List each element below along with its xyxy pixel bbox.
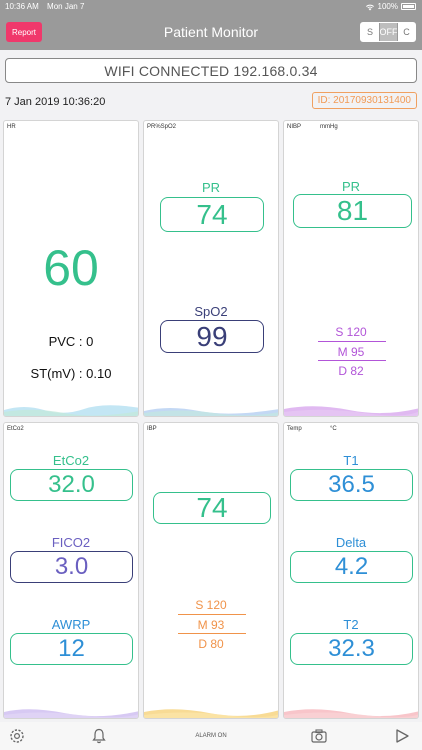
segment-off[interactable]: OFF [379, 23, 398, 41]
battery-icon [401, 3, 416, 10]
nibp-panel[interactable]: NIBP mmHg PR 81 S 120 M 95 D 82 [283, 120, 419, 417]
etco2-value: 32.0 [48, 471, 95, 498]
status-time-date: 10:36 AM Mon Jan 7 [5, 2, 84, 11]
hr-wave-graphic [4, 405, 138, 416]
spo2-panel[interactable]: PR%SpO2 PR 74 SpO2 99 [143, 120, 279, 417]
connection-status: WIFI CONNECTED 192.168.0.34 [5, 58, 417, 83]
temp-panel[interactable]: Temp °C T1 36.5 Delta 4.2 T2 32.3 [283, 422, 419, 719]
etco2-label: EtCo2 [52, 453, 90, 468]
battery-percent: 100% [377, 2, 398, 11]
etco2-wave-graphic [4, 709, 138, 718]
spo2-panel-label: PR%SpO2 [147, 124, 177, 130]
fico2-box: 3.0 [10, 551, 133, 583]
st-value: ST(mV) : 0.10 [30, 366, 112, 381]
nibp-pr-box: 81 [293, 194, 412, 228]
mode-segmented-control[interactable]: S OFF C [360, 22, 416, 42]
ibp-systolic: S 120 [195, 598, 227, 612]
ibp-diastolic: D 80 [198, 637, 224, 651]
play-icon[interactable] [393, 727, 411, 745]
t2-label: T2 [343, 617, 359, 632]
nibp-panel-label: NIBP [287, 124, 302, 130]
nibp-divider-1 [318, 341, 386, 342]
t2-box: 32.3 [290, 633, 413, 665]
gear-icon[interactable] [8, 727, 26, 745]
nibp-wave-graphic [284, 406, 418, 416]
camera-icon[interactable] [310, 727, 328, 745]
spo2-pr-box: 74 [160, 197, 264, 232]
t1-value: 36.5 [328, 471, 375, 498]
hr-panel-label: HR [7, 124, 16, 130]
awrp-label: AWRP [51, 617, 91, 632]
page-title: Patient Monitor [163, 24, 259, 40]
t2-value: 32.3 [328, 635, 375, 662]
status-bar: 10:36 AM Mon Jan 7 100% [0, 0, 422, 14]
ibp-panel[interactable]: IBP 74 S 120 M 93 D 80 [143, 422, 279, 719]
nav-bar: Report Patient Monitor S OFF C [0, 14, 422, 50]
fico2-value: 3.0 [54, 553, 89, 580]
nibp-pr-value: 81 [336, 195, 369, 226]
ibp-wave-graphic [144, 709, 278, 718]
temp-wave-graphic [284, 709, 418, 718]
etco2-panel[interactable]: EtCo2 EtCo2 32.0 FICO2 3.0 AWRP 12 [3, 422, 139, 719]
spo2-label: SpO2 [194, 304, 228, 319]
wifi-icon [365, 4, 374, 10]
temp-unit: °C [330, 426, 337, 432]
awrp-value: 12 [58, 635, 85, 662]
fico2-label: FICO2 [51, 535, 91, 550]
nibp-systolic: S 120 [335, 325, 367, 339]
delta-box: 4.2 [290, 551, 413, 583]
spo2-pr-label: PR [201, 180, 221, 195]
nibp-pr-label: PR [341, 179, 361, 194]
t1-label: T1 [343, 453, 359, 468]
bell-icon[interactable] [90, 727, 108, 745]
report-button[interactable]: Report [6, 22, 42, 42]
status-date: Mon Jan 7 [47, 2, 85, 11]
hr-value: 60 [43, 240, 99, 296]
ibp-mean: M 93 [197, 618, 225, 632]
ibp-value: 74 [196, 492, 228, 523]
spo2-pr-value: 74 [196, 198, 228, 230]
alarm-status: ALARM ON [195, 733, 227, 739]
nibp-unit: mmHg [320, 124, 338, 130]
ibp-box: 74 [153, 492, 271, 524]
bottom-toolbar: ALARM ON [0, 722, 422, 750]
etco2-panel-label: EtCo2 [7, 426, 24, 432]
ibp-divider-2 [178, 633, 246, 634]
nibp-mean: M 95 [337, 345, 365, 359]
etco2-box: 32.0 [10, 469, 133, 501]
pvc-value: PVC : 0 [48, 334, 94, 349]
segment-s[interactable]: S [366, 27, 373, 37]
spo2-value: 99 [196, 320, 228, 352]
spo2-wave-graphic [144, 408, 278, 416]
delta-value: 4.2 [334, 553, 369, 580]
status-time: 10:36 AM [5, 2, 39, 11]
nibp-divider-2 [318, 360, 386, 361]
nibp-diastolic: D 82 [338, 364, 364, 378]
status-right: 100% [365, 2, 416, 11]
ibp-panel-label: IBP [147, 426, 157, 432]
patient-id: ID: 20170930131400 [311, 92, 417, 109]
ibp-divider-1 [178, 614, 246, 615]
awrp-box: 12 [10, 633, 133, 665]
hr-panel[interactable]: HR 60 PVC : 0 ST(mV) : 0.10 [3, 120, 139, 417]
spo2-box: 99 [160, 320, 264, 353]
current-datetime: 7 Jan 2019 10:36:20 [5, 96, 106, 108]
delta-label: Delta [335, 535, 367, 550]
t1-box: 36.5 [290, 469, 413, 501]
segment-c[interactable]: C [397, 23, 415, 41]
temp-panel-label: Temp [287, 426, 302, 432]
